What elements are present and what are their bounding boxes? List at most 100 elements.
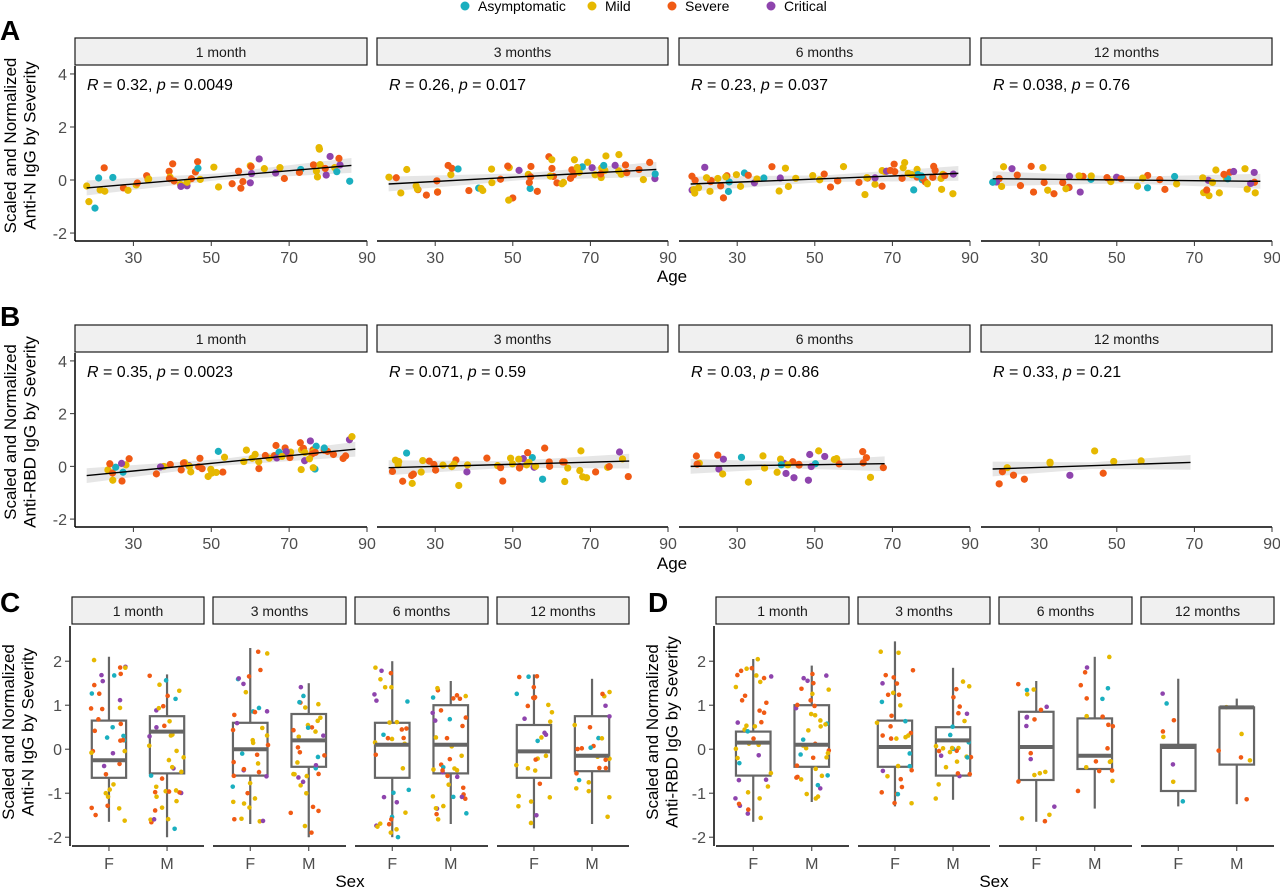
facet-strip — [376, 324, 669, 353]
data-point — [433, 735, 439, 740]
correlation-annotation: R = 0.23, p = 0.037 — [691, 77, 828, 94]
data-point — [250, 737, 256, 743]
x-tick-label: 30 — [426, 250, 444, 267]
data-point — [1047, 812, 1052, 818]
box-F: F — [1159, 678, 1197, 873]
data-point — [177, 466, 185, 474]
data-point — [714, 174, 722, 183]
data-point — [735, 755, 740, 761]
x-tick-label: M — [160, 856, 173, 873]
x-tick-label: F — [245, 856, 255, 873]
data-point — [447, 756, 453, 762]
data-point — [231, 773, 237, 779]
sep: , — [752, 77, 761, 94]
data-point — [607, 714, 612, 719]
x-tick-label: 70 — [884, 250, 902, 267]
data-point — [586, 788, 592, 794]
data-point — [1044, 186, 1052, 194]
x-tick-label: 70 — [1186, 250, 1204, 267]
data-point — [117, 459, 126, 467]
data-point — [558, 180, 566, 188]
data-point — [941, 171, 949, 180]
data-point — [794, 775, 799, 780]
data-point — [159, 805, 165, 810]
facet-strip — [376, 37, 669, 66]
data-point — [733, 746, 739, 752]
y-axis-title-line: Anti-RBD IgG by Severity — [663, 636, 682, 828]
data-point — [745, 807, 751, 812]
data-point — [874, 720, 880, 726]
data-point — [530, 695, 536, 701]
data-point — [938, 753, 944, 758]
x-tick-label: 30 — [125, 536, 143, 553]
data-point — [89, 691, 95, 696]
data-point — [230, 727, 236, 733]
data-point — [252, 709, 258, 715]
data-point — [1043, 769, 1048, 775]
data-point — [1247, 758, 1253, 763]
data-point — [833, 177, 842, 185]
data-point — [890, 690, 896, 696]
data-point — [101, 763, 107, 769]
x-tick-label: 50 — [202, 250, 220, 267]
facet-1: 3 months 30 50 70 90 R = 0.26, p = 0.017 — [376, 37, 677, 267]
data-point — [573, 163, 581, 172]
p-eq: = — [770, 364, 788, 381]
data-point — [808, 698, 813, 703]
correlation-annotation: R = 0.071, p = 0.59 — [389, 364, 526, 381]
data-point — [603, 703, 608, 709]
data-point — [104, 735, 110, 740]
data-point — [742, 693, 748, 699]
data-point — [597, 170, 605, 178]
data-point — [447, 716, 453, 722]
data-point — [234, 720, 240, 726]
data-point — [96, 691, 102, 696]
p-symbol: p — [1062, 364, 1072, 381]
data-point — [230, 784, 236, 789]
data-point — [516, 674, 522, 680]
data-point — [403, 165, 411, 174]
data-point — [775, 187, 783, 195]
box-M: M — [146, 673, 186, 873]
data-point — [89, 750, 94, 756]
data-point — [117, 665, 123, 670]
data-point — [259, 725, 265, 731]
data-point — [450, 794, 456, 800]
data-point — [929, 173, 937, 181]
sep: , — [1054, 364, 1063, 381]
data-point — [291, 771, 296, 777]
data-point — [1082, 670, 1088, 675]
data-point — [123, 665, 128, 671]
data-point — [320, 444, 328, 452]
data-point — [179, 459, 188, 467]
data-point — [196, 454, 204, 462]
data-point — [124, 186, 132, 194]
facet-2: 6 months F M — [998, 596, 1133, 873]
data-point — [1205, 192, 1213, 200]
data-point — [722, 173, 730, 181]
data-point — [264, 774, 269, 779]
data-point — [949, 190, 957, 198]
facet-title: 6 months — [393, 603, 451, 619]
x-axis-title: Age — [657, 554, 687, 573]
data-point — [373, 752, 379, 758]
data-point — [434, 811, 439, 817]
data-point — [525, 703, 531, 709]
facet-2: 6 months 30 50 70 90 R = 0.03, p = 0.86 — [678, 324, 979, 553]
facet-0: 1 month F M — [71, 596, 205, 873]
data-point — [394, 827, 399, 832]
data-point — [549, 709, 555, 715]
data-point — [316, 771, 321, 777]
correlation-annotation: R = 0.038, p = 0.76 — [993, 77, 1130, 94]
data-point — [388, 670, 394, 676]
data-point — [1050, 190, 1058, 198]
data-point — [826, 687, 831, 692]
y-tick-label: 2 — [697, 654, 706, 671]
data-point — [433, 806, 439, 811]
data-point — [794, 763, 800, 768]
y-axis-title-line: Scaled and Normalized — [0, 644, 18, 820]
y-axis-title-line: Scaled and Normalized — [643, 644, 662, 820]
jitter-points — [372, 665, 412, 840]
data-point — [236, 676, 242, 681]
legend-label-severe: Severe — [685, 0, 730, 14]
